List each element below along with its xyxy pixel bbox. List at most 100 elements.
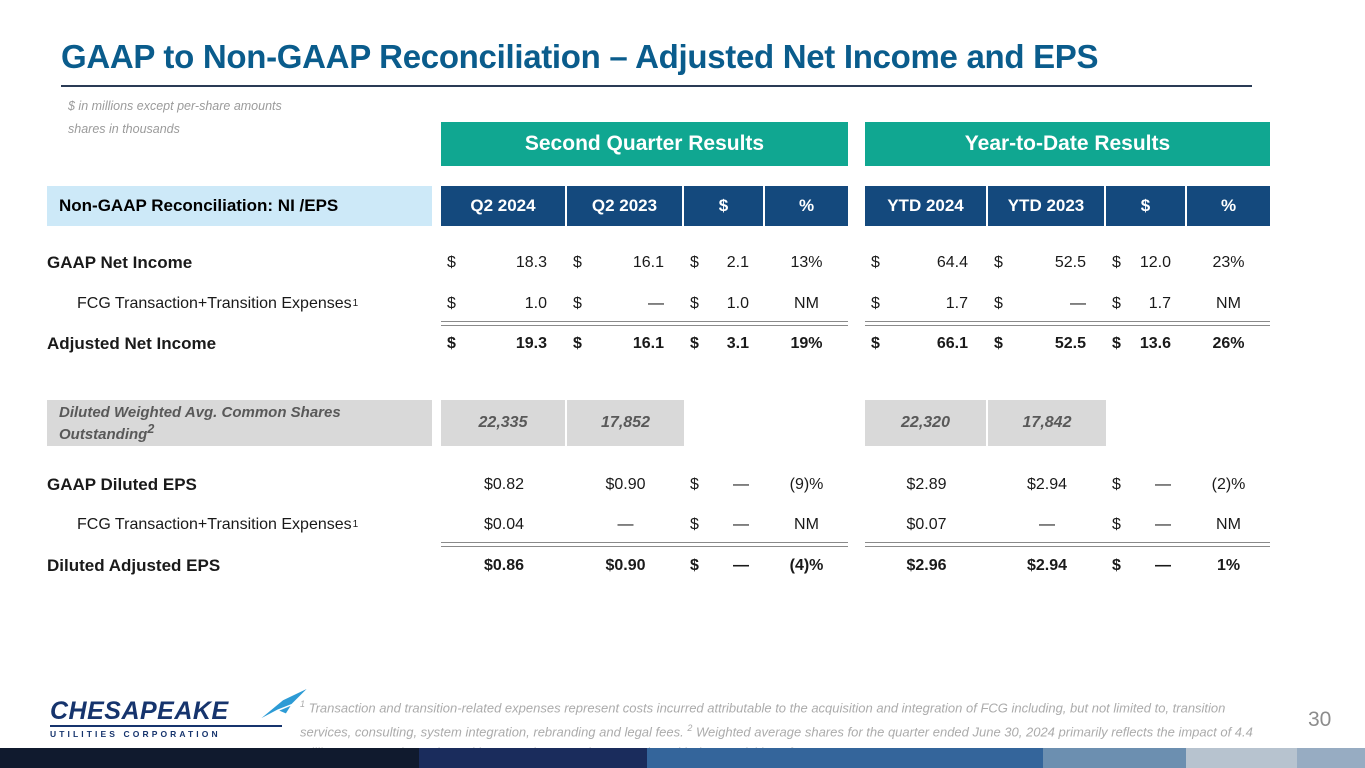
- col-header-q2-dollar: $: [684, 186, 765, 226]
- cell-q2-2023: $ —: [573, 295, 664, 312]
- bar-segment: [1186, 748, 1297, 768]
- row-label: GAAP Net Income: [47, 253, 193, 272]
- cell-ytd-pct: 1%: [1216, 557, 1241, 574]
- table-row-shares-outstanding: Diluted Weighted Avg. Common Shares Outs…: [47, 400, 1270, 446]
- cell-ytd-pct: NM: [1216, 516, 1241, 533]
- row-label: Adjusted Net Income: [47, 334, 217, 353]
- cell-q2-change: $1.0: [690, 295, 749, 312]
- row-label: Diluted Adjusted EPS: [47, 556, 221, 575]
- cell-q2-change: $3.1: [690, 335, 749, 352]
- cell-ytd-2023: $2.94: [1026, 557, 1068, 574]
- cell-q2-2023: $16.1: [573, 254, 664, 271]
- cell-q2-change: $ —: [690, 476, 749, 493]
- cell-q2-pct: 13%: [790, 254, 823, 271]
- col-header-q2-2024: Q2 2024: [441, 186, 567, 226]
- table-row-fcg-expenses-ni: FCG Transaction+Transition Expenses 1 $1.…: [47, 290, 1270, 318]
- table-title-chip: Non-GAAP Reconciliation: NI /EPS: [47, 186, 432, 226]
- units-note-2: shares in thousands: [68, 122, 180, 136]
- logo-subtitle: UTILITIES CORPORATION: [50, 725, 282, 739]
- cell-ytd-change: $1.7: [1112, 295, 1171, 312]
- cell-ytd-2024: $2.96: [906, 557, 947, 574]
- cell-q2-2024: $0.04: [483, 516, 525, 533]
- page-number: 30: [1308, 708, 1332, 731]
- cell-ytd-change: $ —: [1112, 516, 1171, 533]
- company-logo: CHESAPEAKE UTILITIES CORPORATION: [50, 688, 307, 739]
- cell-ytd-2024: $1.7: [871, 295, 968, 312]
- cell-q2-2024: $0.86: [483, 557, 525, 574]
- section-banners: Second Quarter Results Year-to-Date Resu…: [47, 122, 1270, 166]
- double-rule: [865, 321, 1270, 326]
- cell-ytd-2023: $52.5: [994, 254, 1086, 271]
- double-rule: [865, 542, 1270, 547]
- bar-segment: [419, 748, 647, 768]
- cell-ytd-2023: $2.94: [1026, 476, 1068, 493]
- double-rule: [441, 321, 848, 326]
- banner-second-quarter: Second Quarter Results: [441, 122, 848, 166]
- cell-q2-2023: $16.1: [573, 335, 664, 352]
- cell-ytd-2024: $2.89: [906, 476, 947, 493]
- cell-q2-pct: (4)%: [789, 557, 824, 574]
- col-header-q2-2023: Q2 2023: [567, 186, 684, 226]
- osprey-icon: [261, 688, 307, 719]
- cell-q2-pct: (9)%: [789, 476, 824, 493]
- row-label: Diluted Weighted Avg. Common Shares Outs…: [47, 400, 432, 446]
- bar-segment: [1297, 748, 1365, 768]
- cell-q2-change: $ —: [690, 557, 749, 574]
- cell-q2-change: $ —: [690, 516, 749, 533]
- cell-ytd-2024: $64.4: [871, 254, 968, 271]
- footer-color-bar: [0, 748, 1365, 768]
- cell-q2-2023-shares: 17,852: [567, 400, 684, 446]
- table-row-adjusted-net-income: Adjusted Net Income $19.3 $16.1 $3.1 19%…: [47, 330, 1270, 358]
- title-underline: [61, 85, 1252, 87]
- cell-q2-2024: $19.3: [447, 335, 547, 352]
- cell-ytd-pct: (2)%: [1211, 476, 1246, 493]
- cell-ytd-2024-shares: 22,320: [865, 400, 988, 446]
- row-label: FCG Transaction+Transition Expenses 1: [77, 516, 359, 533]
- cell-q2-2024: $18.3: [447, 254, 547, 271]
- table-row-fcg-expenses-eps: FCG Transaction+Transition Expenses 1 $0.…: [47, 511, 1270, 539]
- table-row-gaap-net-income: GAAP Net Income $18.3 $16.1 $2.1 13% $64…: [47, 249, 1270, 277]
- cell-q2-2023: $0.90: [605, 476, 646, 493]
- banner-year-to-date: Year-to-Date Results: [865, 122, 1270, 166]
- logo-wordmark: CHESAPEAKE: [50, 697, 229, 725]
- cell-q2-pct: NM: [794, 295, 819, 312]
- bar-segment: [0, 748, 419, 768]
- bar-segment: [1043, 748, 1186, 768]
- double-rule: [441, 542, 848, 547]
- cell-q2-2023: —: [617, 516, 634, 533]
- cell-ytd-2023-shares: 17,842: [988, 400, 1106, 446]
- row-label: FCG Transaction+Transition Expenses 1: [77, 295, 359, 312]
- table-row-diluted-adjusted-eps: Diluted Adjusted EPS $0.86 $0.90 $ — (4)%…: [47, 552, 1270, 580]
- cell-ytd-change: $12.0: [1112, 254, 1171, 271]
- cell-ytd-change: $ —: [1112, 476, 1171, 493]
- page-title: GAAP to Non-GAAP Reconciliation – Adjust…: [61, 38, 1099, 75]
- cell-q2-2024: $0.82: [483, 476, 525, 493]
- cell-ytd-2023: —: [1039, 516, 1055, 533]
- cell-q2-pct: NM: [794, 516, 819, 533]
- cell-q2-2024: $1.0: [447, 295, 547, 312]
- cell-q2-change: $2.1: [690, 254, 749, 271]
- col-header-ytd-pct: %: [1187, 186, 1270, 226]
- cell-q2-2023: $0.90: [605, 557, 646, 574]
- cell-ytd-2023: $ —: [994, 295, 1086, 312]
- bar-segment: [647, 748, 1043, 768]
- col-header-q2-pct: %: [765, 186, 848, 226]
- subtotal-rule-eps: [47, 542, 1270, 547]
- col-header-ytd-2023: YTD 2023: [988, 186, 1106, 226]
- cell-ytd-2024: $66.1: [871, 335, 968, 352]
- cell-ytd-2023: $52.5: [994, 335, 1086, 352]
- table-row-gaap-diluted-eps: GAAP Diluted EPS $0.82 $0.90 $ — (9)% $2.…: [47, 471, 1270, 499]
- cell-q2-pct: 19%: [790, 335, 823, 352]
- cell-ytd-pct: NM: [1216, 295, 1241, 312]
- col-header-ytd-dollar: $: [1106, 186, 1187, 226]
- table-header-row: Non-GAAP Reconciliation: NI /EPS Q2 2024…: [47, 186, 1270, 226]
- cell-ytd-2024: $0.07: [906, 516, 947, 533]
- cell-q2-2024-shares: 22,335: [441, 400, 567, 446]
- row-label: GAAP Diluted EPS: [47, 475, 197, 494]
- cell-ytd-change: $13.6: [1112, 335, 1171, 352]
- cell-ytd-pct: 26%: [1212, 335, 1245, 352]
- col-header-ytd-2024: YTD 2024: [865, 186, 988, 226]
- cell-ytd-change: $ —: [1112, 557, 1171, 574]
- units-note-1: $ in millions except per-share amounts: [68, 99, 282, 113]
- subtotal-rule-net-income: [47, 321, 1270, 326]
